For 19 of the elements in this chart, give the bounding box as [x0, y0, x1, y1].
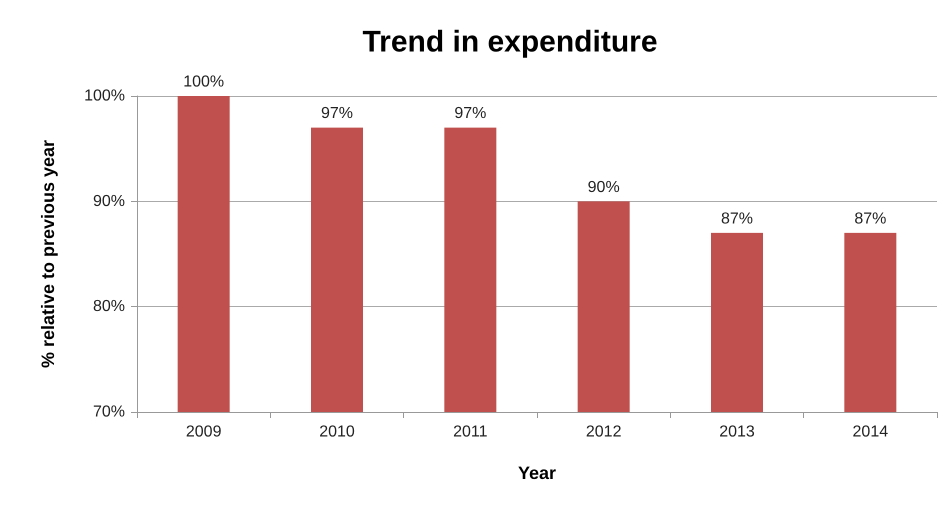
chart-title: Trend in expenditure — [362, 26, 658, 58]
data-label: 100% — [183, 74, 224, 90]
x-tick-label: 2010 — [319, 424, 355, 440]
x-tick-label: 2009 — [186, 424, 222, 440]
x-axis-title: Year — [518, 463, 556, 483]
data-label: 90% — [588, 178, 620, 196]
x-tick-label: 2012 — [586, 424, 622, 440]
data-label: 87% — [720, 210, 754, 228]
y-tick-label: 100% — [84, 88, 125, 104]
x-tick-label: 2013 — [719, 424, 755, 440]
data-label: 87% — [854, 210, 886, 228]
x-tick-label: 2011 — [453, 424, 488, 440]
y-tick-label: 90% — [92, 192, 125, 210]
data-label: 97% — [320, 105, 354, 122]
data-label: 97% — [454, 105, 486, 122]
x-tick-label: 2014 — [852, 424, 888, 440]
y-tick-label: 80% — [92, 298, 125, 316]
y-axis-title: % relative to previous year — [38, 140, 58, 368]
y-tick-label: 70% — [92, 404, 125, 420]
